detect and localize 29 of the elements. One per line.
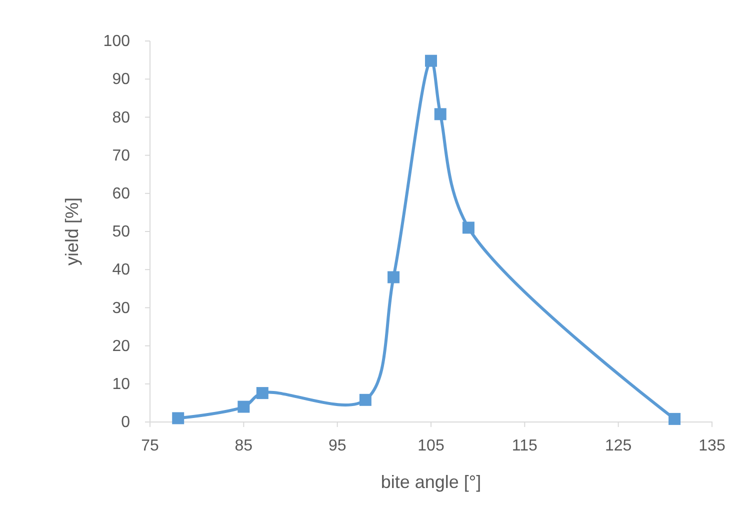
- y-tick-label: 20: [112, 338, 130, 355]
- x-tick-label: 75: [141, 437, 159, 454]
- point: [256, 387, 268, 400]
- y-tick-label: 50: [112, 224, 130, 241]
- y-tick-label: 80: [112, 109, 130, 126]
- y-tick-label: 30: [112, 300, 130, 317]
- point: [172, 412, 184, 424]
- x-tick-label: 115: [512, 437, 538, 454]
- y-axis-title: yield [%]: [62, 197, 82, 266]
- point: [462, 222, 474, 234]
- y-tick-label: 100: [103, 33, 130, 50]
- point: [238, 400, 250, 413]
- y-tick-label: 60: [112, 186, 130, 203]
- x-tick-label: 135: [698, 437, 726, 454]
- x-tick-label: 85: [234, 437, 253, 454]
- point: [434, 108, 446, 120]
- point: [388, 271, 400, 284]
- y-tick-label: 0: [121, 414, 130, 432]
- y-tick-label: 70: [112, 147, 130, 164]
- x-tick-label: 95: [328, 437, 346, 454]
- x-tick-label: 105: [418, 437, 444, 454]
- point: [668, 412, 681, 425]
- point: [425, 54, 437, 67]
- x-axis-title: bite angle [°]: [380, 472, 482, 492]
- y-tick-label: 40: [112, 262, 130, 279]
- point: [359, 394, 372, 406]
- y-tick-label: 10: [112, 376, 130, 394]
- x-tick-label: 125: [604, 437, 632, 454]
- y-tick-label: 90: [112, 71, 130, 88]
